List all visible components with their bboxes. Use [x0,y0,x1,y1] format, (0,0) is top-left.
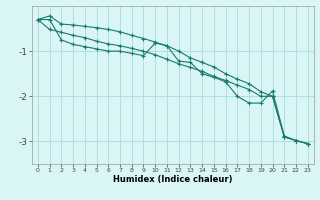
X-axis label: Humidex (Indice chaleur): Humidex (Indice chaleur) [113,175,233,184]
